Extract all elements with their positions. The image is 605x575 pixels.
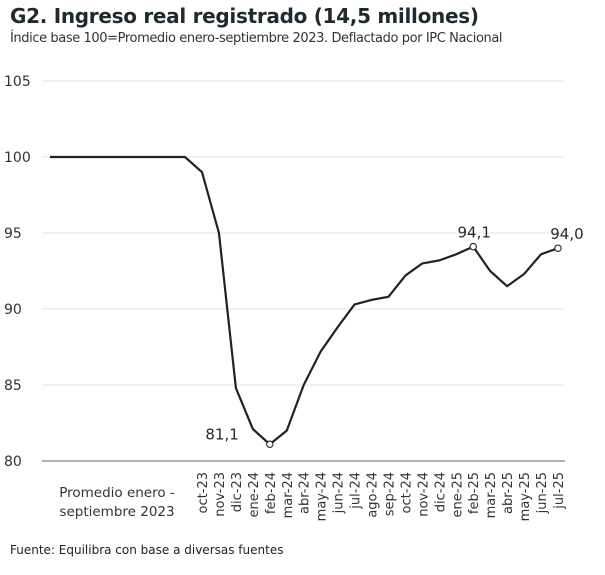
annotation-marker [469,242,477,251]
y-tick-label: 95 [4,226,22,242]
x-tick-label: jul-24 [349,472,364,510]
x-tick-label: feb-25 [467,472,482,514]
series-line [50,155,559,446]
y-tick-label: 80 [4,454,22,470]
x-tick-label: feb-24 [264,472,279,514]
x-tick-label: sep-24 [382,472,397,516]
y-tick-label: 105 [4,74,31,90]
y-axis-ticks: 80 85 90 95 100 105 [4,74,31,470]
x-tick-label: may-24 [315,472,330,521]
x-tick-label: oct-24 [399,472,414,513]
x-tick-label: septiembre 2023 [59,504,174,520]
x-tick-label: nov-24 [416,472,431,517]
annotation-marker [554,244,562,252]
y-tick-label: 85 [4,378,22,394]
chart-subtitle: Índice base 100=Promedio enero-septiembr… [10,31,503,46]
chart-title: G2. Ingreso real registrado (14,5 millon… [10,4,479,28]
annotations: 81,1 94,1 94,0 [205,224,584,449]
x-axis-ticks: Promedio enero -septiembre 2023 oct-23 nov… [59,472,567,521]
x-tick-label: jul-25 [552,472,567,510]
x-tick-label: ago-24 [366,472,381,518]
data-label: 81,1 [205,425,238,443]
x-tick-label: abr-25 [501,472,516,514]
x-tick-label: jun-24 [332,472,347,514]
x-tick-label: dic-23 [230,472,245,512]
x-tick-label: oct-23 [196,472,211,513]
source-footer: Fuente: Equilibra con base a diversas fu… [10,543,284,557]
x-tick-label: may-25 [518,472,533,521]
x-tick-label: ene-25 [450,472,465,517]
series-group [50,155,559,446]
x-tick-label: abr-24 [298,472,313,514]
x-tick-label: mar-25 [484,472,499,518]
data-label: 94,1 [457,224,490,242]
y-tick-label: 90 [4,302,22,318]
x-tick-label: nov-23 [213,472,228,517]
y-tick-label: 100 [4,150,31,166]
x-tick-label: jun-25 [535,472,550,514]
data-label: 94,0 [550,225,583,243]
annotation-marker [266,440,274,449]
x-tick-label: mar-24 [281,472,296,518]
x-tick-label: Promedio enero - [59,485,175,501]
x-tick-label: dic-24 [433,472,448,512]
x-tick-label: ene-24 [247,472,262,517]
